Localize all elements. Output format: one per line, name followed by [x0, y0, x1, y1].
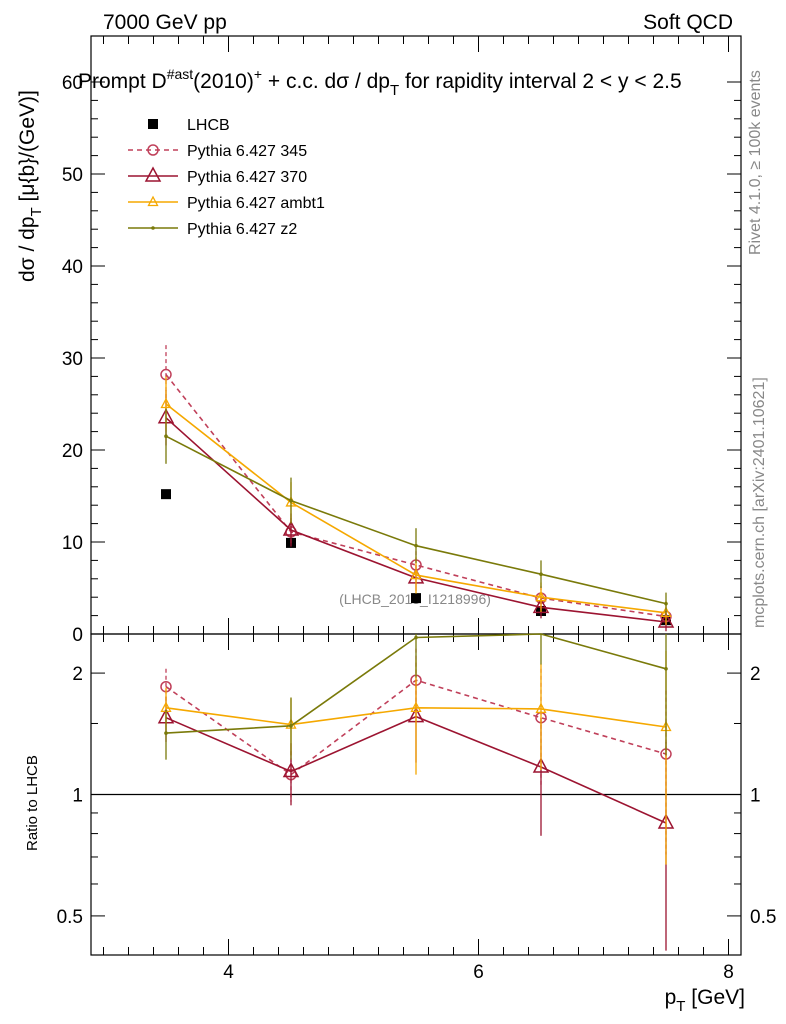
main-ytick-label: 40 — [62, 257, 83, 278]
ratio-point-pythia-6-427-ambt1 — [410, 701, 422, 712]
main-point-pythia-6-427-ambt1 — [410, 568, 422, 580]
mcplots-label: mcplots.cern.ch [arXiv:2401.10621] — [751, 377, 768, 628]
legend-label-lhcb: LHCB — [187, 117, 230, 134]
ratio-ytick-label: 2 — [72, 664, 83, 685]
ratio-xtick-label: 8 — [723, 962, 734, 983]
header-left: 7000 GeV pp — [103, 11, 227, 34]
title-sup2: + — [254, 66, 262, 82]
legend: LHCB Pythia 6.427 345 Pythia 6.427 370 Pyth… — [128, 117, 325, 238]
main-ytick-label: 10 — [62, 533, 83, 554]
main-point-pythia-6-427-370 — [657, 612, 675, 628]
legend-marker-pythia-6-427-z2 — [151, 226, 155, 230]
ratio-xtick-label: 6 — [473, 962, 484, 983]
title-rest: + c.c. dσ / dp — [262, 70, 390, 93]
title-sub: T — [390, 82, 399, 99]
xlabel-text: p — [665, 986, 677, 1009]
main-point-pythia-6-427-370 — [282, 520, 300, 536]
main-point-pythia-6-427-z2 — [539, 572, 543, 576]
legend-label-pythia-6-427-ambt1: Pythia 6.427 ambt1 — [187, 195, 325, 212]
main-point-pythia-6-427-370 — [532, 597, 550, 614]
rivet-label: Rivet 4.1.0, ≥ 100k events — [747, 70, 764, 255]
xlabel: pT [GeV] — [665, 986, 745, 1015]
main-ytick-label: 20 — [62, 441, 83, 462]
xlabel-sub: T — [676, 998, 685, 1015]
title-suffix: for rapidity interval 2 < y < 2.5 — [399, 70, 681, 93]
ratio-point-pythia-6-427-370 — [282, 761, 300, 778]
main-point-pythia-6-427-z2 — [289, 498, 293, 503]
main-ytick-label: 30 — [62, 349, 83, 370]
main-point-pythia-6-427-z2 — [164, 434, 168, 439]
ratio-ytick-label: 1 — [72, 786, 83, 807]
title-middle: (2010) — [193, 70, 254, 93]
legend-label-pythia-6-427-370: Pythia 6.427 370 — [187, 169, 307, 186]
ratio-ytick-label-right: 2 — [750, 664, 761, 685]
ratio-point-pythia-6-427-z2 — [414, 635, 418, 640]
legend-marker-pythia-6-427-370 — [144, 166, 162, 182]
ratio-plot-area: 4 6 8 0.5 0.5 1 1 2 2 — [57, 633, 776, 983]
main-point-lhcb — [161, 489, 171, 500]
main-ytick-label: 60 — [62, 73, 83, 94]
main-plot-area: 0 10 20 30 40 50 60 — [62, 36, 741, 646]
main-point-pythia-6-427-ambt1 — [535, 590, 547, 602]
main-ytick-label: 0 — [72, 625, 83, 646]
main-ylabel: dσ / dpT [μ{b}/(GeV)] — [16, 90, 45, 282]
main-point-lhcb — [411, 593, 421, 604]
main-ylabel-sub: T — [28, 207, 45, 216]
legend-marker-pythia-6-427-ambt1 — [147, 195, 159, 207]
ratio-point-pythia-6-427-z2 — [164, 731, 168, 735]
main-point-pythia-6-427-ambt1 — [660, 606, 672, 617]
main-point-pythia-6-427-z2 — [414, 543, 418, 548]
main-ytick-label: 50 — [62, 165, 83, 186]
legend-marker-lhcb — [148, 119, 158, 129]
ratio-point-pythia-6-427-z2 — [289, 724, 293, 728]
ratio-point-pythia-6-427-370 — [532, 757, 550, 773]
title-sup1: #ast — [167, 66, 194, 82]
ratio-point-pythia-6-427-z2 — [664, 666, 668, 671]
legend-marker-pythia-6-427-345 — [147, 144, 159, 156]
main-ylabel-text: dσ / dp — [16, 216, 39, 282]
header-right: Soft QCD — [643, 11, 733, 34]
xlabel-unit: [GeV] — [685, 986, 745, 1009]
ratio-ytick-label-right: 0.5 — [750, 907, 776, 928]
main-point-pythia-6-427-ambt1 — [160, 397, 172, 409]
ratio-ytick-label: 0.5 — [57, 907, 83, 928]
title-prefix: Prompt D — [78, 70, 167, 93]
ratio-xtick-label: 4 — [223, 962, 234, 983]
legend-label-pythia-6-427-345: Pythia 6.427 345 — [187, 143, 307, 160]
ratio-ylabel: Ratio to LHCB — [24, 755, 41, 851]
ratio-point-pythia-6-427-ambt1 — [535, 702, 547, 714]
ratio-ytick-label-right: 1 — [750, 786, 761, 807]
plot-title: Prompt D#ast(2010)+ + c.c. dσ / dpT for … — [78, 66, 682, 99]
legend-label-pythia-6-427-z2: Pythia 6.427 z2 — [187, 221, 297, 238]
main-ylabel-unit: [μ{b}/(GeV)] — [16, 90, 39, 207]
main-point-pythia-6-427-z2 — [664, 601, 668, 606]
